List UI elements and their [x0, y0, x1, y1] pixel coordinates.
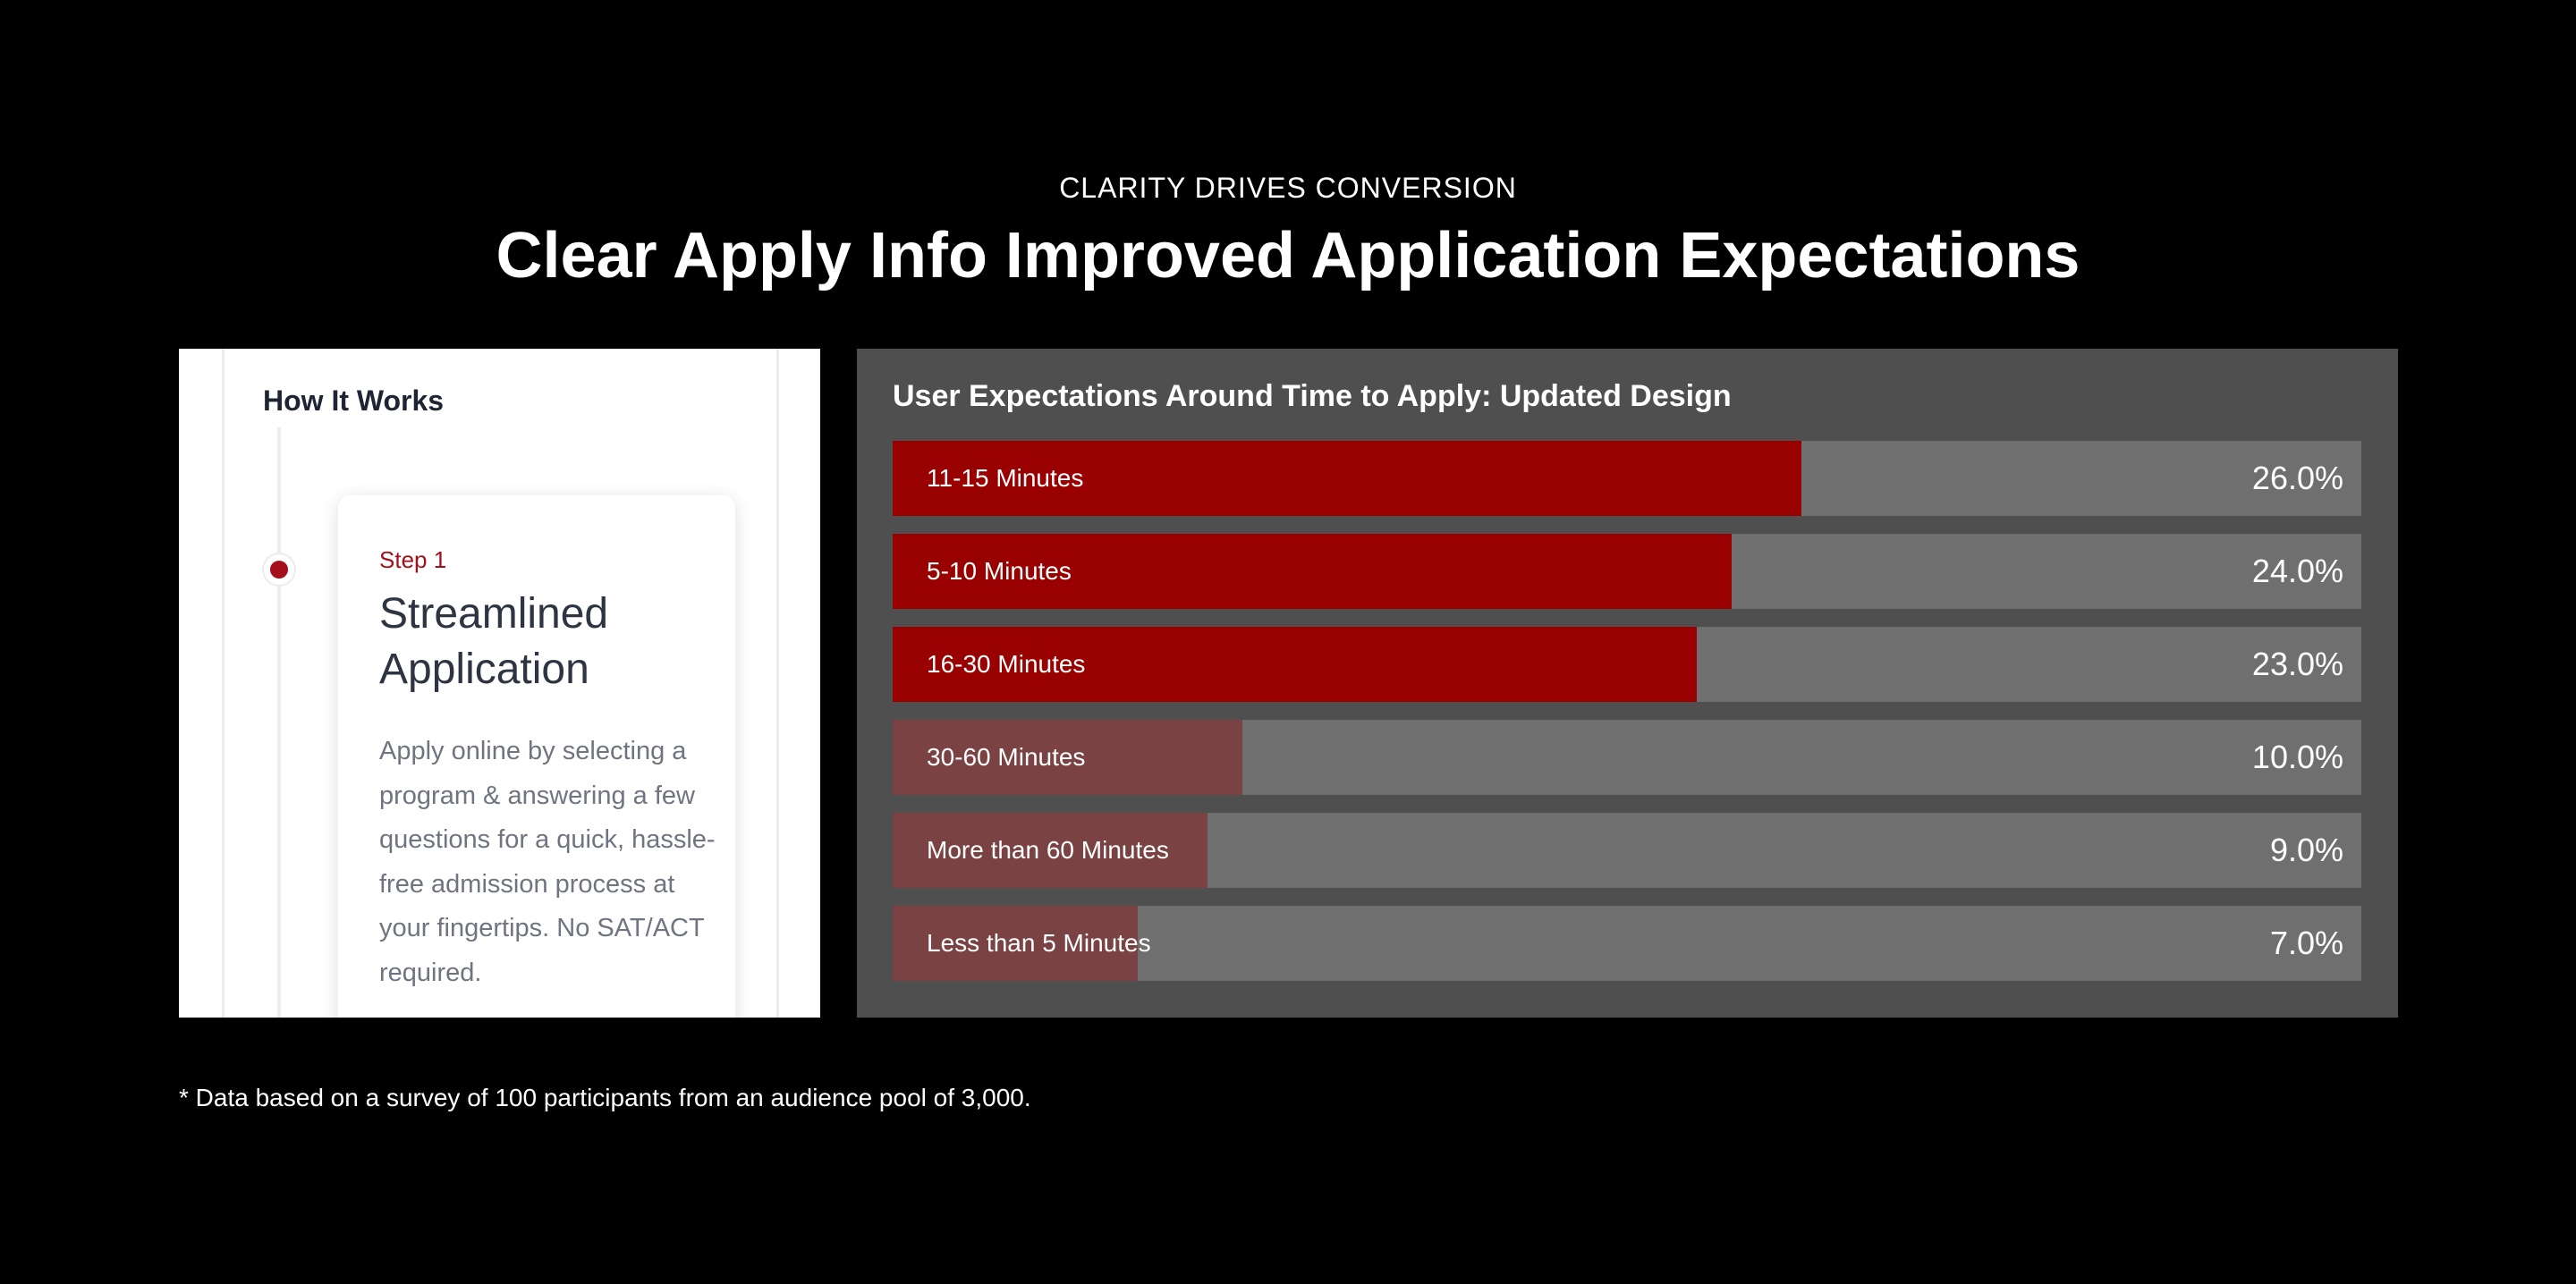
bar-track: 11-15 Minutes 26.0% [893, 441, 2361, 516]
bar [893, 441, 1801, 516]
bar-track: 16-30 Minutes 23.0% [893, 627, 2361, 702]
bar-category-label: 11-15 Minutes [927, 464, 1084, 492]
step-marker-dot [264, 554, 294, 585]
bar-value-label: 7.0% [2269, 925, 2343, 961]
how-it-works-title: How It Works [263, 384, 445, 417]
step-label: Step 1 [379, 546, 447, 573]
panel-rail-right [776, 349, 779, 1018]
step-heading: Streamlined Application [379, 590, 609, 693]
bar [893, 813, 1208, 888]
bar-category-label: 30-60 Minutes [927, 743, 1086, 771]
step-card: Step 1 Streamlined Application Apply onl… [338, 495, 735, 1018]
page-title: Clear Apply Info Improved Application Ex… [496, 220, 2080, 291]
timeline-line [277, 427, 281, 1018]
panel-rail-left [222, 349, 225, 1018]
bar-track: 30-60 Minutes 10.0% [893, 720, 2361, 795]
chart-panel: User Expectations Around Time to Apply: … [857, 349, 2398, 1018]
step-description: Apply online by selecting a program & an… [379, 737, 716, 987]
bar-track: Less than 5 Minutes 7.0% [893, 906, 2361, 981]
bar [893, 720, 1242, 795]
bar-value-label: 10.0% [2251, 739, 2343, 775]
bar-track: More than 60 Minutes 9.0% [893, 813, 2361, 888]
bar-value-label: 24.0% [2251, 553, 2343, 589]
bar-value-label: 26.0% [2251, 460, 2343, 496]
chart-title: User Expectations Around Time to Apply: … [893, 379, 1732, 413]
how-it-works-panel: How It Works Step 1 Streamlined Applicat… [179, 349, 820, 1018]
bar [893, 627, 1697, 702]
bar [893, 534, 1732, 609]
bar-category-label: Less than 5 Minutes [927, 929, 1151, 957]
bar-category-label: 16-30 Minutes [927, 650, 1086, 678]
bar-category-label: 5-10 Minutes [927, 557, 1072, 585]
bar [893, 906, 1138, 981]
bar-track: 5-10 Minutes 24.0% [893, 534, 2361, 609]
bar-value-label: 9.0% [2269, 832, 2343, 868]
bar-value-label: 23.0% [2251, 646, 2343, 682]
bar-category-label: More than 60 Minutes [927, 836, 1169, 864]
footnote: * Data based on a survey of 100 particip… [179, 1084, 1031, 1111]
eyebrow-text: CLARITY DRIVES CONVERSION [1059, 172, 1517, 204]
